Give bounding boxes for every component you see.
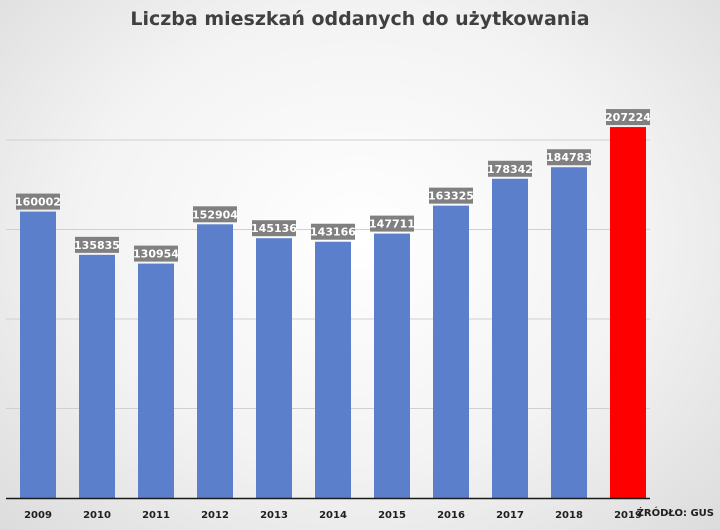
bar-2018 bbox=[551, 167, 587, 498]
data-label-2018: 184783 bbox=[546, 151, 592, 164]
data-label-2015: 147711 bbox=[369, 218, 415, 231]
bar-2019 bbox=[610, 127, 646, 499]
x-tick-label: 2019 bbox=[614, 510, 642, 521]
bar-2009 bbox=[20, 211, 56, 498]
data-label-box bbox=[75, 236, 119, 253]
data-label-box bbox=[252, 220, 296, 237]
chart-title: Liczba mieszkań oddanych do użytkowania bbox=[130, 8, 590, 30]
bar-2015 bbox=[374, 233, 410, 499]
data-label-2012: 152904 bbox=[192, 208, 238, 221]
x-tick-label: 2015 bbox=[378, 510, 406, 521]
bar-2017 bbox=[492, 178, 528, 498]
data-label-box bbox=[370, 215, 414, 232]
x-tick-label: 2009 bbox=[24, 510, 52, 521]
data-label-box bbox=[606, 109, 650, 126]
bar-2016 bbox=[433, 205, 469, 498]
x-tick-label: 2017 bbox=[496, 510, 524, 521]
bar-2012 bbox=[197, 224, 233, 499]
data-label-box bbox=[488, 160, 532, 177]
x-tick-label: 2012 bbox=[201, 510, 229, 521]
x-tick-label: 2014 bbox=[319, 510, 347, 521]
data-label-2009: 160002 bbox=[15, 196, 61, 209]
bar-2010 bbox=[79, 254, 115, 498]
data-label-box bbox=[429, 187, 473, 204]
data-label-box bbox=[547, 149, 591, 166]
data-label-2014: 143166 bbox=[310, 226, 356, 239]
x-tick-label: 2011 bbox=[142, 510, 170, 521]
data-label-box bbox=[193, 206, 237, 223]
bar-2013 bbox=[256, 238, 292, 499]
data-label-2016: 163325 bbox=[428, 190, 474, 203]
x-tick-label: 2010 bbox=[83, 510, 111, 521]
source-note: ŹRÓDŁO: GUS bbox=[636, 508, 714, 519]
x-tick-label: 2013 bbox=[260, 510, 288, 521]
data-label-2010: 135835 bbox=[74, 239, 120, 252]
data-label-2019: 207224 bbox=[605, 111, 651, 124]
data-label-box bbox=[134, 245, 178, 262]
data-label-box bbox=[311, 223, 355, 240]
bar-2014 bbox=[315, 241, 351, 499]
x-tick-label: 2018 bbox=[555, 510, 583, 521]
bar-2011 bbox=[138, 263, 174, 498]
data-label-box bbox=[16, 193, 60, 210]
data-label-2017: 178342 bbox=[487, 163, 533, 176]
x-tick-label: 2016 bbox=[437, 510, 465, 521]
data-label-2011: 130954 bbox=[133, 248, 179, 261]
data-label-2013: 145136 bbox=[251, 222, 297, 235]
